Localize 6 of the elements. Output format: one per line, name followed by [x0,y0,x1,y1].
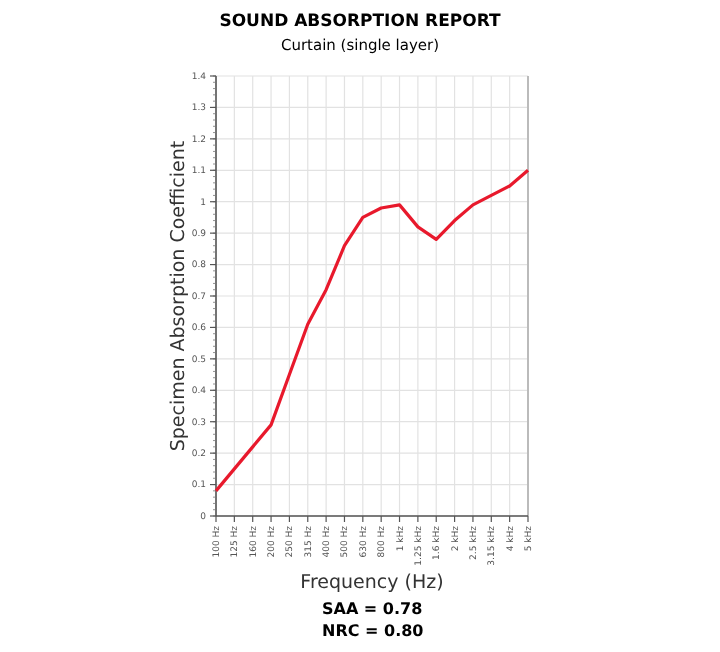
y-axis-title: Specimen Absorption Coefficient [168,140,190,452]
text: NRC = 0.80 [322,622,425,640]
line-series [214,168,530,493]
text: SAA = 0.78 [322,600,424,618]
chart-title: SOUND ABSORPTION REPORT [219,12,501,32]
x-axis-title: Frequency (Hz) [300,572,444,594]
